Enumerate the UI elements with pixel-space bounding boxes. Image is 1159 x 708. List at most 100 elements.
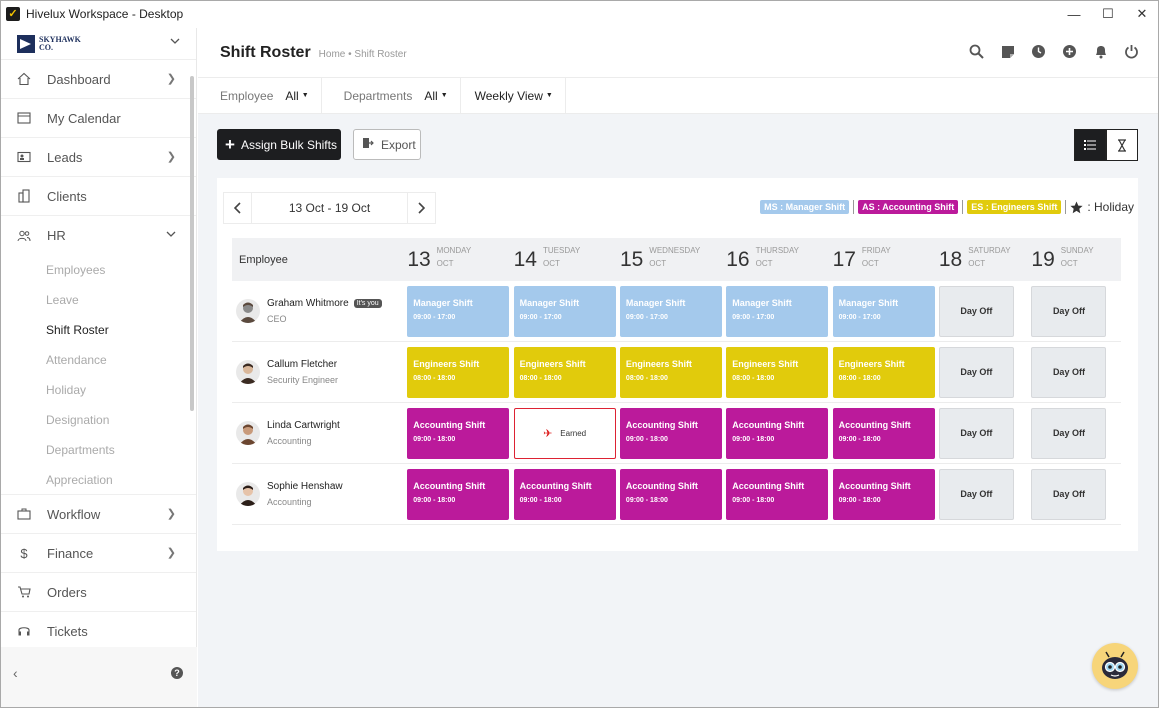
plus-circle-icon[interactable] (1061, 43, 1078, 60)
sidebar-item-hr[interactable]: HR (1, 216, 196, 255)
shift-name: Engineers Shift (732, 358, 799, 369)
clock-icon[interactable] (1030, 43, 1047, 60)
sidebar-subitem-appreciation[interactable]: Appreciation (1, 465, 196, 495)
shift-legend: MS : Manager Shift AS : Accounting Shift… (760, 200, 1134, 214)
shift-block[interactable]: Engineers Shift 08:00 - 18:00 (832, 346, 935, 398)
shift-name: Accounting Shift (732, 419, 805, 430)
shift-block[interactable]: Accounting Shift 09:00 - 18:00 (407, 407, 510, 459)
sidebar-item-finance[interactable]: $ Finance ❯ (1, 534, 196, 573)
day-off-block[interactable]: Day Off (938, 285, 1014, 337)
shift-name: Engineers Shift (413, 358, 480, 369)
search-icon[interactable] (968, 43, 985, 60)
sidebar-item-label: Workflow (47, 506, 101, 522)
earned-leave-block[interactable]: ✈ Earned (513, 407, 616, 459)
main-content: Shift Roster Home • Shift Roster Employe… (198, 28, 1158, 707)
assign-bulk-shifts-button[interactable]: + Assign Bulk Shifts (217, 129, 341, 160)
breadcrumb[interactable]: Home • Shift Roster (318, 48, 407, 60)
day-off-block[interactable]: Day Off (938, 468, 1014, 520)
employee-name[interactable]: Graham Whitmore (267, 298, 349, 309)
maximize-button[interactable]: ☐ (1102, 6, 1114, 21)
shift-cell: Engineers Shift 08:00 - 18:00 (617, 342, 723, 403)
sidebar-item-label: Leads (47, 149, 83, 165)
day-number: 13 (407, 247, 431, 271)
sidebar-item-leads[interactable]: Leads ❯ (1, 138, 196, 177)
chevron-right-icon (418, 202, 425, 214)
export-button[interactable]: Export (353, 129, 421, 160)
next-week-button[interactable] (408, 193, 435, 223)
employee-cell[interactable]: Linda Cartwright Accounting (232, 420, 404, 446)
shift-block[interactable]: Manager Shift 09:00 - 17:00 (513, 285, 616, 337)
employee-name[interactable]: Sophie Henshaw (267, 481, 343, 492)
view-select[interactable]: Weekly View ▼ (461, 77, 566, 114)
timeline-view-button[interactable] (1106, 129, 1138, 161)
view-select-value[interactable]: Weekly View (474, 88, 543, 103)
sidebar-item-calendar[interactable]: My Calendar (1, 99, 196, 138)
departments-filter-value[interactable]: All (424, 88, 438, 103)
power-icon[interactable] (1123, 43, 1140, 60)
shift-block[interactable]: Accounting Shift 09:00 - 18:00 (726, 468, 829, 520)
departments-filter[interactable]: Departments All ▼ (322, 77, 461, 114)
sidebar-subitem-employees[interactable]: Employees (46, 263, 106, 277)
shift-name: Accounting Shift (838, 480, 911, 491)
employee-cell[interactable]: Callum Fletcher Security Engineer (232, 359, 404, 385)
caret-down-icon: ▼ (440, 92, 448, 99)
avatar (236, 421, 260, 445)
sticky-note-icon[interactable] (999, 43, 1016, 60)
sidebar-item-orders[interactable]: Orders (1, 573, 196, 612)
employee-name[interactable]: Callum Fletcher (267, 359, 338, 370)
minimize-button[interactable]: — (1067, 6, 1081, 22)
shift-block[interactable]: Manager Shift 09:00 - 17:00 (832, 285, 935, 337)
shift-block[interactable]: Engineers Shift 08:00 - 18:00 (407, 346, 510, 398)
list-icon (1084, 140, 1096, 150)
sidebar-item-dashboard[interactable]: Dashboard ❯ (1, 60, 196, 99)
shift-cell: Engineers Shift 08:00 - 18:00 (830, 342, 936, 403)
bell-icon[interactable] (1092, 43, 1109, 60)
chevron-right-icon: ❯ (166, 73, 176, 85)
sidebar-item-workflow[interactable]: Workflow ❯ (1, 495, 196, 534)
day-off-block[interactable]: Day Off (1031, 468, 1107, 520)
employee-filter-value[interactable]: All (285, 88, 299, 103)
shift-block[interactable]: Manager Shift 09:00 - 17:00 (619, 285, 722, 337)
day-off-block[interactable]: Day Off (1031, 346, 1107, 398)
employee-cell[interactable]: Sophie Henshaw Accounting (232, 481, 404, 507)
sidebar-scrollbar[interactable] (190, 76, 194, 411)
chevron-down-icon[interactable] (170, 36, 180, 47)
shift-block[interactable]: Accounting Shift 09:00 - 18:00 (832, 407, 935, 459)
shift-block[interactable]: Manager Shift 09:00 - 17:00 (407, 285, 510, 337)
robot-icon (1102, 651, 1128, 679)
shift-block[interactable]: Accounting Shift 09:00 - 18:00 (832, 468, 935, 520)
shift-block[interactable]: Accounting Shift 09:00 - 18:00 (726, 407, 829, 459)
sidebar-subitem-departments[interactable]: Departments (46, 443, 115, 457)
shift-block[interactable]: Accounting Shift 09:00 - 18:00 (619, 407, 722, 459)
collapse-sidebar-icon[interactable]: ‹ (13, 665, 18, 681)
assistant-bot-button[interactable] (1092, 643, 1138, 689)
sidebar-subitem-holiday[interactable]: Holiday (46, 383, 87, 397)
sidebar-subitem-shift-roster[interactable]: Shift Roster (46, 323, 109, 337)
help-icon[interactable]: ? (171, 667, 183, 679)
employee-name[interactable]: Linda Cartwright (267, 420, 340, 431)
day-off-block[interactable]: Day Off (938, 346, 1014, 398)
shift-block[interactable]: Engineers Shift 08:00 - 18:00 (726, 346, 829, 398)
sidebar-subitem-leave[interactable]: Leave (46, 293, 79, 307)
shift-block[interactable]: Engineers Shift 08:00 - 18:00 (619, 346, 722, 398)
brand-switcher[interactable]: SKYHAWK CO. (1, 28, 196, 60)
day-off-block[interactable]: Day Off (1031, 285, 1107, 337)
close-button[interactable]: ✕ (1136, 6, 1148, 21)
list-view-button[interactable] (1074, 129, 1106, 161)
shift-cell: Day Off (1028, 342, 1121, 403)
employee-cell[interactable]: Graham Whitmore It's you CEO (232, 298, 404, 324)
shift-block[interactable]: Accounting Shift 09:00 - 18:00 (513, 468, 616, 520)
day-off-block[interactable]: Day Off (1031, 407, 1107, 459)
day-off-block[interactable]: Day Off (938, 407, 1014, 459)
sidebar-subitem-designation[interactable]: Designation (46, 413, 110, 427)
previous-week-button[interactable] (224, 193, 251, 223)
sidebar-item-tickets[interactable]: Tickets (1, 612, 196, 651)
sidebar-item-clients[interactable]: Clients (1, 177, 196, 216)
employee-filter[interactable]: Employee All ▼ (198, 77, 322, 114)
day-header: 13 MONDAY OCT (404, 238, 510, 281)
shift-block[interactable]: Manager Shift 09:00 - 17:00 (726, 285, 829, 337)
shift-block[interactable]: Engineers Shift 08:00 - 18:00 (513, 346, 616, 398)
sidebar-subitem-attendance[interactable]: Attendance (46, 353, 107, 367)
shift-block[interactable]: Accounting Shift 09:00 - 18:00 (407, 468, 510, 520)
shift-block[interactable]: Accounting Shift 09:00 - 18:00 (619, 468, 722, 520)
